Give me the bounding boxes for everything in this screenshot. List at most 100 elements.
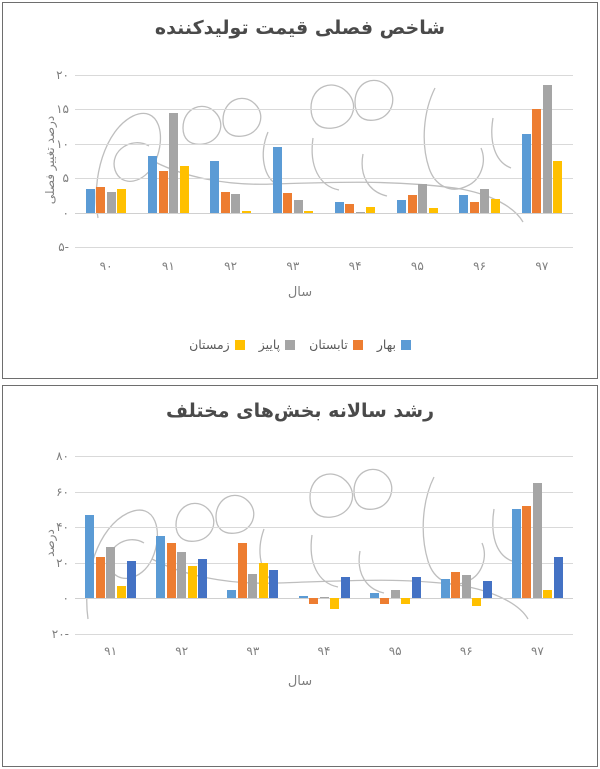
bar: [461, 575, 471, 599]
legend-item[interactable]: زمستان: [189, 337, 245, 352]
bar: [542, 85, 552, 213]
bar: [428, 208, 438, 213]
bar: [451, 571, 461, 599]
bar: [469, 202, 479, 213]
bar: [85, 514, 95, 599]
legend-swatch-icon: [285, 339, 296, 350]
bar: [177, 552, 187, 599]
gridline: [75, 143, 573, 145]
bar: [106, 191, 116, 213]
bar: [480, 188, 490, 213]
legend-item-label: پاییز: [258, 337, 281, 352]
gridline: [75, 456, 573, 457]
bar: [127, 561, 137, 599]
bar: [319, 597, 329, 599]
plot-area-chart-2: -۲۰ ۰ ۲۰ ۴۰ ۶۰ ۸۰ ۹۱ ۹۲ ۹۳ ۹۴ ۹۵ ۹۶ ۹۷: [52, 449, 573, 658]
bar: [156, 536, 166, 599]
bar: [532, 109, 542, 213]
bar: [293, 200, 303, 213]
x-axis-title-chart-1: سال: [287, 285, 313, 300]
bar: [355, 211, 365, 213]
legend-item[interactable]: پاییز: [258, 337, 296, 352]
y-axis-tick-label: ۶۰: [56, 484, 69, 499]
bar: [440, 578, 450, 599]
bar: [106, 546, 116, 599]
bar: [543, 589, 553, 599]
y-axis-tick-label: ۲۰: [56, 68, 69, 82]
bar: [411, 577, 421, 599]
y-axis-title-chart-1: درصد تغییر فصلی: [43, 115, 57, 205]
gridline: [75, 109, 573, 111]
legend-item[interactable]: تابستان: [309, 337, 363, 352]
chart-panel-producer-price-index: شاخص فصلی قیمت تولیدکننده -۵ ۰ ۵ ۱۰ ۱۵ ۲۰ ۹۰ ۹۱…: [2, 2, 598, 379]
bar: [553, 161, 563, 213]
bar: [220, 191, 230, 213]
legend-item-label: بهار: [376, 337, 396, 352]
legend-item[interactable]: بهار: [377, 337, 411, 352]
gridline: [75, 212, 573, 214]
gridline: [75, 527, 573, 529]
y-axis-title-chart-2: درصد: [43, 529, 57, 557]
x-axis-tick-label: ۹۲: [224, 259, 238, 273]
bar: [85, 188, 95, 213]
y-axis-tick-label: ۵: [62, 171, 69, 186]
gridline: [75, 491, 573, 493]
y-axis-tick-label: ۰: [62, 591, 69, 606]
bar: [187, 566, 197, 599]
bar: [380, 598, 390, 604]
bar: [117, 188, 127, 213]
bar: [366, 207, 376, 213]
x-axis-tick-label: ۹۴: [348, 259, 362, 273]
legend-swatch-icon: [352, 339, 363, 350]
page-title-chart-2: رشد سالانه بخش‌های مختلف: [165, 400, 435, 422]
bar: [553, 557, 563, 599]
x-axis-tick-label: ۹۳: [286, 259, 300, 273]
bar: [511, 509, 521, 599]
bar: [241, 211, 251, 213]
bar: [482, 580, 492, 599]
bar: [179, 165, 189, 213]
bar: [272, 147, 282, 213]
gridline: [75, 562, 573, 564]
x-axis-tick-label: ۹۷: [535, 259, 549, 273]
legend-swatch-icon: [234, 339, 245, 350]
bar: [258, 562, 268, 599]
bar: [227, 589, 237, 599]
x-axis-tick-label: ۹۱: [104, 644, 118, 658]
y-axis-tick-label: ۲۰: [56, 555, 69, 570]
page-title-chart-1: شاخص فصلی قیمت تولیدکننده: [154, 17, 446, 39]
y-axis-tick-label: ۱۵: [56, 102, 69, 117]
x-axis-tick-label: ۹۷: [530, 644, 544, 658]
y-axis-tick-label: ۴۰: [56, 520, 69, 535]
x-axis-title-chart-2: سال: [287, 674, 313, 689]
bar: [198, 559, 208, 599]
chart-panel-annual-sector-growth: رشد سالانه بخش‌های مختلف -۲۰ ۰ ۲۰ ۴۰ ۶۰ ۸۰ ۹۱ ۹…: [2, 385, 598, 767]
bar: [210, 161, 220, 213]
bar: [397, 199, 407, 213]
bar: [345, 204, 355, 213]
bar: [304, 211, 314, 213]
legend-item-label: تابستان: [309, 337, 348, 352]
bar: [166, 543, 176, 599]
y-axis-tick-label: -۵: [58, 240, 69, 254]
gridline: [75, 598, 573, 600]
plot-area-chart-1: -۵ ۰ ۵ ۱۰ ۱۵ ۲۰ ۹۰ ۹۱ ۹۲ ۹۳ ۹۴ ۹۵ ۹۶ ۹۷: [56, 68, 573, 273]
bar: [231, 194, 241, 213]
bar: [340, 577, 350, 599]
bar: [490, 198, 500, 213]
bar: [334, 202, 344, 213]
x-axis-tick-label: ۹۲: [175, 644, 189, 658]
bar: [95, 557, 105, 599]
legend-swatch-icon: [400, 339, 411, 350]
y-axis-tick-label: ۰: [62, 205, 69, 220]
bar: [401, 598, 411, 604]
bar: [116, 585, 126, 599]
x-axis-tick-label: ۹۶: [473, 259, 487, 273]
bar: [407, 195, 417, 213]
bar: [148, 155, 158, 213]
bar: [158, 171, 168, 213]
bar: [369, 593, 379, 599]
x-axis-tick-label: ۹۰: [99, 259, 113, 273]
bar: [459, 195, 469, 213]
